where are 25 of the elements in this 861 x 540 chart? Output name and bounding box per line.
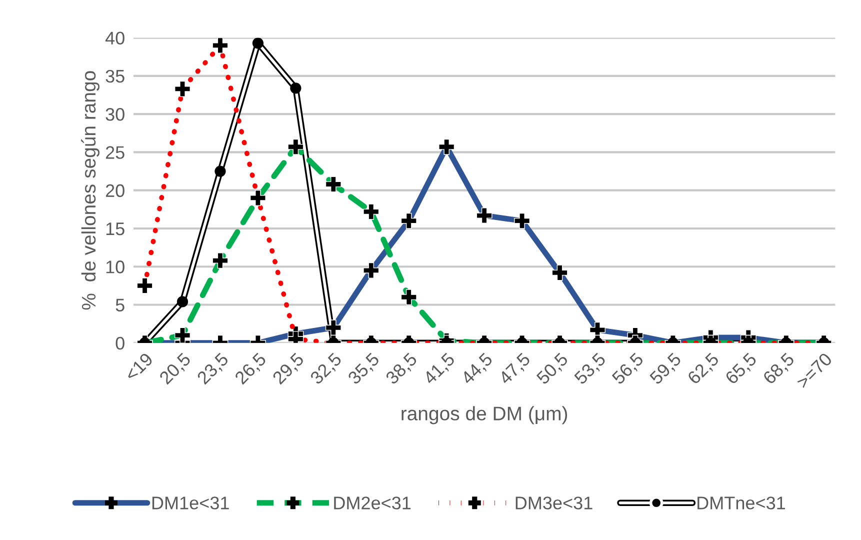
legend-label: DM1e<31 xyxy=(152,496,229,510)
y-axis-title: % de vellones según rango xyxy=(81,71,100,310)
point xyxy=(290,82,302,94)
x-axis-title: rangos de DM (μm) xyxy=(402,406,568,424)
x-tick-label: 44,5 xyxy=(460,352,495,387)
x-tick-label: <19 xyxy=(124,352,154,382)
legend-label: DM2e<31 xyxy=(334,496,411,510)
y-tick-label: 30 xyxy=(106,108,124,121)
x-tick-label: 68,5 xyxy=(762,352,796,386)
x-tick-label: 65,5 xyxy=(724,352,759,386)
x-tick-label: 47,5 xyxy=(498,352,532,387)
y-tick-label: 0 xyxy=(116,336,124,350)
y-tick-label: 20 xyxy=(106,184,124,198)
y-tick-label: 10 xyxy=(106,260,124,274)
point xyxy=(214,166,226,177)
legend-label: DMTne<31 xyxy=(698,496,786,510)
point xyxy=(252,38,264,49)
y-tick-label: 25 xyxy=(106,146,124,159)
legend-label: DM3e<31 xyxy=(516,496,592,510)
x-tick-label: 62,5 xyxy=(686,352,722,386)
x-tick-label: 41,5 xyxy=(422,352,457,387)
y-tick-label: 15 xyxy=(106,222,124,236)
y-tick-label: 35 xyxy=(106,70,124,83)
y-tick-label: 40 xyxy=(105,32,124,45)
y-tick-label: 5 xyxy=(116,298,124,312)
